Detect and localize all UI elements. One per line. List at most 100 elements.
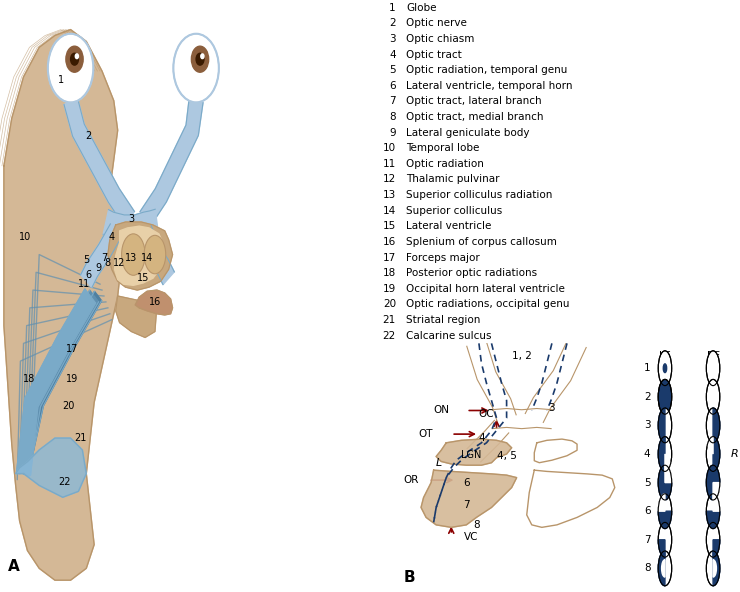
Circle shape xyxy=(663,364,667,372)
Text: 2: 2 xyxy=(644,392,650,402)
Text: 4: 4 xyxy=(109,232,115,242)
Wedge shape xyxy=(713,559,716,577)
Circle shape xyxy=(48,34,93,102)
Text: 6: 6 xyxy=(85,271,91,280)
Text: 6: 6 xyxy=(463,478,470,488)
Text: 17: 17 xyxy=(383,253,396,262)
Text: 3: 3 xyxy=(389,34,396,44)
Text: Optic tract, lateral branch: Optic tract, lateral branch xyxy=(406,96,542,107)
Text: 15: 15 xyxy=(383,221,396,231)
Text: 16: 16 xyxy=(149,297,161,307)
Text: 3: 3 xyxy=(644,420,650,430)
Text: B: B xyxy=(403,570,415,584)
Text: 10: 10 xyxy=(19,232,32,242)
Polygon shape xyxy=(436,439,511,465)
Polygon shape xyxy=(4,30,121,580)
Polygon shape xyxy=(19,291,101,476)
Polygon shape xyxy=(16,438,87,497)
Text: 8: 8 xyxy=(473,520,480,530)
Text: 22: 22 xyxy=(383,330,396,340)
Text: 6: 6 xyxy=(389,81,396,91)
Polygon shape xyxy=(135,290,172,315)
Text: ON: ON xyxy=(433,406,449,416)
Text: Globe: Globe xyxy=(406,3,437,13)
Circle shape xyxy=(706,465,720,500)
Polygon shape xyxy=(115,296,157,337)
Text: 12: 12 xyxy=(113,259,126,268)
Text: RF: RF xyxy=(707,351,719,361)
Text: 13: 13 xyxy=(125,253,138,262)
Circle shape xyxy=(706,522,720,557)
Wedge shape xyxy=(713,540,720,557)
Text: VC: VC xyxy=(464,532,479,542)
Wedge shape xyxy=(659,540,665,557)
Text: 17: 17 xyxy=(67,345,78,354)
Circle shape xyxy=(659,379,672,414)
Text: 1: 1 xyxy=(644,363,650,373)
Circle shape xyxy=(659,408,672,443)
Text: 18: 18 xyxy=(383,268,396,278)
Circle shape xyxy=(706,551,720,586)
Wedge shape xyxy=(659,511,672,529)
Text: 22: 22 xyxy=(58,478,71,487)
Text: 12: 12 xyxy=(383,175,396,185)
Text: Calcarine sulcus: Calcarine sulcus xyxy=(406,330,491,340)
Wedge shape xyxy=(707,465,720,500)
Text: Temporal lobe: Temporal lobe xyxy=(406,143,480,153)
Circle shape xyxy=(196,53,204,65)
Text: Superior colliculus: Superior colliculus xyxy=(406,205,502,215)
Circle shape xyxy=(659,379,672,414)
Polygon shape xyxy=(115,226,165,285)
Text: 9: 9 xyxy=(389,128,396,138)
Wedge shape xyxy=(659,551,665,586)
Circle shape xyxy=(659,465,672,500)
Circle shape xyxy=(66,46,83,72)
Text: 13: 13 xyxy=(383,190,396,200)
Text: 10: 10 xyxy=(383,143,396,153)
Circle shape xyxy=(706,408,720,443)
Polygon shape xyxy=(108,222,172,290)
Text: 7: 7 xyxy=(389,96,396,107)
Circle shape xyxy=(192,46,209,72)
Text: 2: 2 xyxy=(389,18,396,28)
Circle shape xyxy=(706,494,720,529)
Wedge shape xyxy=(659,437,665,471)
Text: 9: 9 xyxy=(95,263,101,272)
Text: 14: 14 xyxy=(141,253,153,262)
Text: Optic tract, medial branch: Optic tract, medial branch xyxy=(406,112,544,122)
Polygon shape xyxy=(140,98,203,227)
Circle shape xyxy=(75,54,78,59)
Text: Lateral ventricle: Lateral ventricle xyxy=(406,221,491,231)
Text: 4: 4 xyxy=(478,433,485,443)
Text: Forceps major: Forceps major xyxy=(406,253,480,262)
Wedge shape xyxy=(665,465,672,482)
Text: 4: 4 xyxy=(389,50,396,60)
Polygon shape xyxy=(64,96,135,227)
Polygon shape xyxy=(18,290,98,476)
Text: 1: 1 xyxy=(389,3,396,13)
Text: 14: 14 xyxy=(383,205,396,215)
Text: 1: 1 xyxy=(58,75,64,85)
Text: 20: 20 xyxy=(62,401,75,410)
Text: Occipital horn lateral ventricle: Occipital horn lateral ventricle xyxy=(406,284,565,294)
Text: 21: 21 xyxy=(74,433,87,443)
Text: 11: 11 xyxy=(383,159,396,169)
Circle shape xyxy=(659,437,672,471)
Text: 15: 15 xyxy=(137,274,149,283)
Text: Optic radiation: Optic radiation xyxy=(406,159,484,169)
Text: 3: 3 xyxy=(548,403,555,413)
Text: 1, 2: 1, 2 xyxy=(512,351,531,361)
Ellipse shape xyxy=(144,235,166,274)
Circle shape xyxy=(659,494,672,529)
Polygon shape xyxy=(139,226,175,285)
Text: 11: 11 xyxy=(78,279,90,289)
Text: OR: OR xyxy=(403,475,419,485)
Polygon shape xyxy=(16,289,95,475)
Circle shape xyxy=(706,437,720,471)
Wedge shape xyxy=(706,511,720,529)
Text: Thalamic pulvinar: Thalamic pulvinar xyxy=(406,175,500,185)
Text: 8: 8 xyxy=(389,112,396,122)
Text: 5: 5 xyxy=(644,478,650,488)
Text: 7: 7 xyxy=(644,535,650,545)
Text: 16: 16 xyxy=(383,237,396,247)
